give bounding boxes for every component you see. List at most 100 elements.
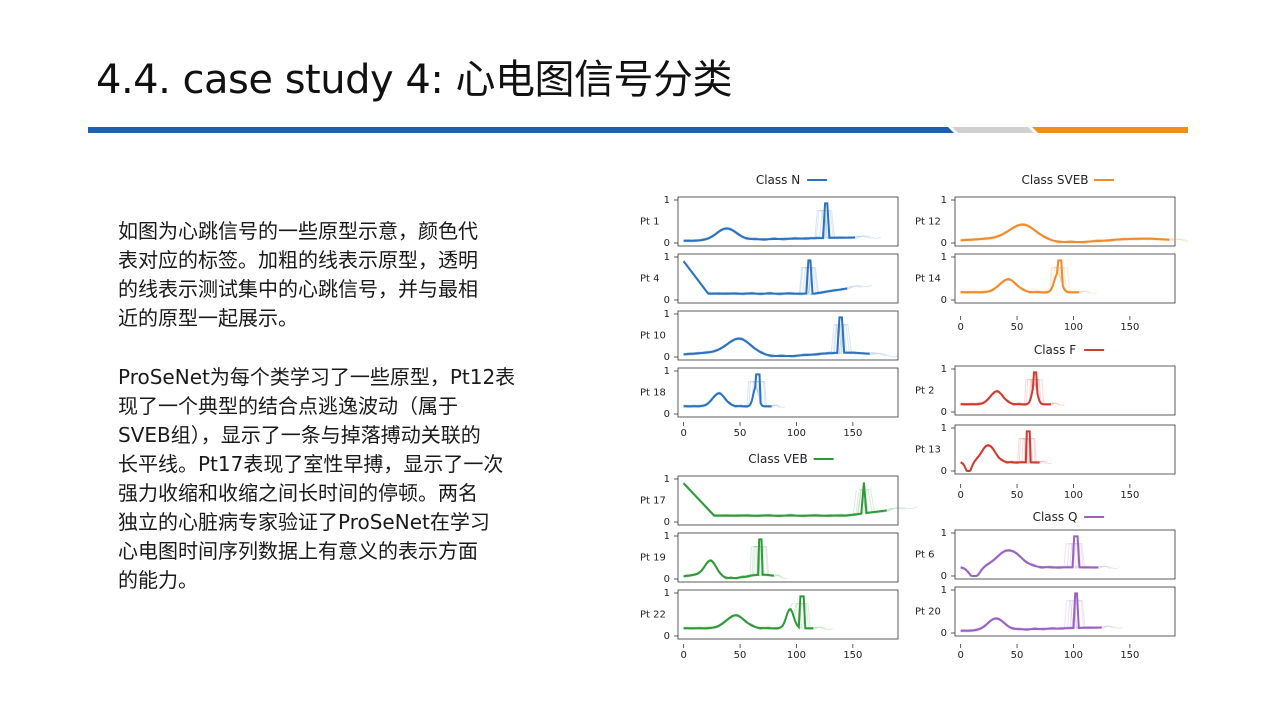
x-tick-label: 0 [957, 490, 963, 501]
prototype-line [683, 316, 870, 358]
panel-label: Pt 6 [915, 550, 935, 561]
x-tick-label: 100 [1064, 490, 1083, 501]
panel-label: Pt 12 [915, 217, 941, 228]
x-tick-label: 0 [680, 428, 686, 439]
y-tick-label: 1 [941, 423, 947, 434]
x-tick-label: 50 [734, 428, 747, 439]
y-tick-label: 1 [664, 366, 670, 377]
panel-frame [954, 424, 1176, 475]
para-1-line: 如图为心跳信号的一些原型示意，颜色代 [118, 219, 478, 243]
para-2-line: 长平线。Pt17表现了室性早搏，显示了一次 [118, 452, 504, 476]
para-2-line: 强力收缩和收缩之间长时间的停顿。两名 [118, 481, 478, 505]
prototype-line [960, 592, 1102, 632]
chart-title: Class SVEB [1021, 173, 1088, 187]
y-tick-label: 1 [664, 252, 670, 263]
prototype-line [960, 371, 1051, 406]
x-tick-label: 150 [843, 428, 862, 439]
x-tick-label: 150 [1120, 650, 1139, 661]
x-tick-label: 100 [1064, 650, 1083, 661]
prototype-line [683, 373, 772, 408]
y-tick-label: 0 [664, 295, 670, 306]
prototype-line [960, 223, 1170, 244]
x-tick-label: 100 [787, 650, 806, 661]
panel-label: Pt 18 [640, 388, 666, 399]
y-tick-label: 1 [664, 195, 670, 206]
prototype-line [682, 482, 887, 517]
y-tick-label: 1 [941, 585, 947, 596]
panel-frame [677, 367, 899, 418]
y-tick-label: 1 [941, 195, 947, 206]
panel-frame [954, 586, 1176, 637]
para-2-line: 独立的心脏病专家验证了ProSeNet在学习 [118, 510, 490, 534]
accent-bar-blue [88, 127, 954, 133]
y-tick-label: 1 [664, 531, 670, 542]
prototype-line [683, 595, 814, 630]
x-tick-label: 150 [1120, 322, 1139, 333]
accent-bar-gray [952, 127, 1034, 133]
accent-bar-orange [1032, 127, 1188, 133]
y-tick-label: 1 [664, 474, 670, 485]
para-2-line: SVEB组），显示了一条与掉落搏动关联的 [118, 423, 481, 447]
y-tick-label: 0 [664, 352, 670, 363]
chart-title: Class F [1034, 343, 1076, 357]
para-1-line: 表对应的标签。加粗的线表示原型，透明 [118, 248, 478, 272]
y-tick-label: 1 [941, 528, 947, 539]
y-tick-label: 1 [664, 309, 670, 320]
prototype-line [683, 202, 856, 242]
para-2-line: 心电图时间序列数据上有意义的表示方面 [118, 539, 478, 563]
para-2-line: ProSeNet为每个类学习了一些原型，Pt12表 [118, 365, 516, 389]
panel-frame [677, 196, 899, 247]
y-tick-label: 0 [664, 409, 670, 420]
title-accent-bar [88, 127, 1188, 133]
x-tick-label: 0 [680, 650, 686, 661]
x-tick-label: 100 [1064, 322, 1083, 333]
y-tick-label: 0 [941, 295, 947, 306]
para-1-line: 近的原型一起展示。 [118, 306, 298, 330]
x-tick-label: 50 [734, 650, 747, 661]
panel-label: Pt 14 [915, 274, 941, 285]
panel-label: Pt 22 [640, 610, 666, 621]
slide-title: 4.4. case study 4: 心电图信号分类 [96, 57, 733, 103]
description-paragraph-1: 如图为心跳信号的一些原型示意，颜色代 表对应的标签。加粗的线表示原型，透明 的线… [118, 217, 588, 333]
chart-title: Class VEB [748, 452, 807, 466]
y-tick-label: 0 [664, 631, 670, 642]
prototype-line [960, 430, 1040, 472]
panel-frame [677, 475, 899, 526]
panel-label: Pt 20 [915, 607, 941, 618]
y-tick-label: 0 [664, 574, 670, 585]
y-tick-label: 0 [941, 466, 947, 477]
x-tick-label: 50 [1011, 322, 1024, 333]
panel-label: Pt 2 [915, 386, 935, 397]
chart-title: Class N [756, 173, 800, 187]
y-tick-label: 0 [664, 238, 670, 249]
description-paragraph-2: ProSeNet为每个类学习了一些原型，Pt12表 现了一个典型的结合点逃逸波动… [118, 363, 588, 595]
panel-label: Pt 1 [640, 217, 660, 228]
panel-frame [954, 529, 1176, 580]
panel-frame [677, 253, 899, 304]
prototype-line [960, 259, 1080, 294]
prototype-line [960, 535, 1099, 577]
panel-frame [954, 253, 1176, 304]
x-tick-label: 0 [957, 650, 963, 661]
para-2-line: 的能力。 [118, 568, 198, 592]
panel-label: Pt 19 [640, 553, 666, 564]
para-2-line: 现了一个典型的结合点逃逸波动（属于 [118, 394, 458, 418]
y-tick-label: 0 [664, 517, 670, 528]
x-tick-label: 150 [843, 650, 862, 661]
panel-label: Pt 13 [915, 445, 941, 456]
x-tick-label: 100 [787, 428, 806, 439]
x-tick-label: 150 [1120, 490, 1139, 501]
y-tick-label: 0 [941, 571, 947, 582]
panel-frame [677, 532, 899, 583]
chart-title: Class Q [1033, 510, 1078, 524]
prototype-line [682, 259, 848, 295]
y-tick-label: 0 [941, 407, 947, 418]
y-tick-label: 1 [664, 588, 670, 599]
y-tick-label: 0 [941, 628, 947, 639]
y-tick-label: 0 [941, 238, 947, 249]
x-tick-label: 50 [1011, 650, 1024, 661]
panel-label: Pt 17 [640, 496, 666, 507]
y-tick-label: 1 [941, 252, 947, 263]
para-1-line: 的线表示测试集中的心跳信号，并与最相 [118, 277, 478, 301]
